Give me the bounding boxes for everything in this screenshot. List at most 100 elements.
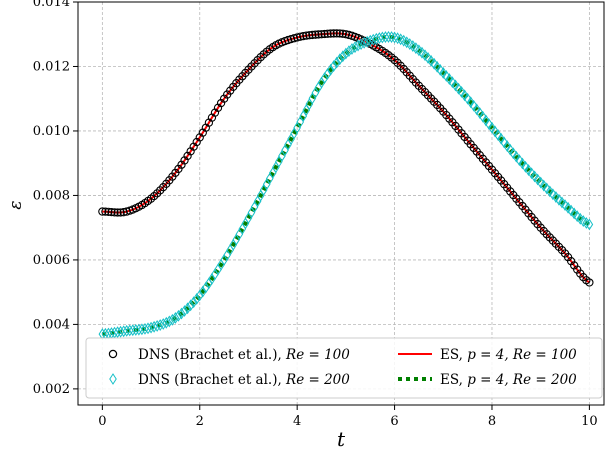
- data-point: [332, 56, 341, 69]
- data-point: [107, 207, 116, 217]
- series-layer: [98, 29, 594, 340]
- data-point: [195, 289, 204, 302]
- data-point: [326, 63, 335, 76]
- data-point: [384, 30, 393, 43]
- data-point: [366, 34, 375, 47]
- data-point: [439, 67, 448, 79]
- y-tick-label: 0.008: [33, 188, 70, 203]
- data-point: [104, 207, 113, 217]
- x-tick-label: 0: [98, 414, 106, 429]
- legend-item: ES, p = 4, Re = 100: [398, 347, 577, 363]
- data-point: [445, 73, 454, 86]
- data-point: [168, 313, 177, 326]
- x-tick-label: 8: [488, 414, 496, 429]
- data-point: [503, 140, 511, 153]
- data-point: [311, 30, 320, 39]
- data-point: [488, 121, 496, 134]
- data-point: [323, 67, 332, 80]
- axis-ticks: 0 2 4 6 8 10 0.002 0.004 0.006 0.008 0.010 0.012 0.0…: [33, 0, 598, 429]
- y-axis-label: ε: [6, 200, 26, 209]
- x-tick-label: 10: [581, 414, 598, 429]
- data-point: [442, 70, 451, 82]
- data-point: [348, 43, 356, 55]
- legend: DNS (Brachet et al.), Re = 100 DNS (Brach…: [85, 337, 603, 399]
- data-point: [357, 38, 365, 51]
- data-point: [119, 325, 128, 338]
- data-point: [466, 96, 475, 109]
- data-point: [536, 176, 545, 189]
- data-point: [457, 86, 466, 98]
- legend-swatch: [109, 373, 117, 385]
- data-point: [332, 29, 341, 38]
- data-point: [174, 309, 183, 322]
- data-point: [153, 320, 161, 332]
- y-tick-label: 0.004: [33, 317, 70, 332]
- x-tick-label: 6: [390, 414, 398, 429]
- data-point: [506, 143, 515, 156]
- data-point: [192, 292, 201, 305]
- legend-item: DNS (Brachet et al.), Re = 100: [108, 347, 350, 363]
- data-point: [199, 285, 207, 298]
- data-point: [354, 39, 362, 52]
- y-tick-label: 0.012: [33, 59, 70, 74]
- data-point: [542, 182, 551, 195]
- data-point: [159, 318, 168, 330]
- data-point: [381, 31, 390, 43]
- legend-label: ES, p = 4, Re = 100: [440, 347, 577, 363]
- data-point: [469, 99, 478, 112]
- series-circle-markers: [98, 29, 594, 287]
- data-point: [372, 32, 381, 45]
- data-point: [132, 323, 140, 336]
- data-point: [515, 154, 524, 167]
- data-point: [314, 30, 323, 39]
- data-point: [101, 207, 110, 216]
- x-axis-label: t: [337, 427, 346, 451]
- data-point: [585, 278, 594, 287]
- data-point: [305, 31, 314, 40]
- data-point: [512, 150, 521, 163]
- data-point: [448, 76, 457, 89]
- data-point: [351, 41, 359, 54]
- data-point: [387, 31, 396, 43]
- data-point: [156, 319, 164, 331]
- data-point: [454, 82, 463, 95]
- plot-frame: [77, 1, 605, 406]
- data-point: [326, 29, 335, 38]
- data-point: [165, 315, 174, 328]
- y-tick-label: 0.014: [33, 0, 70, 10]
- data-point: [530, 170, 539, 183]
- data-point: [162, 316, 171, 329]
- data-point: [524, 164, 533, 176]
- data-point: [180, 305, 189, 317]
- legend-label: ES, p = 4, Re = 200: [440, 372, 577, 388]
- data-point: [460, 89, 469, 102]
- data-point: [317, 30, 326, 39]
- data-point: [189, 296, 198, 309]
- data-point: [533, 173, 542, 186]
- data-point: [497, 132, 505, 145]
- data-point: [472, 103, 481, 116]
- data-point: [527, 167, 536, 180]
- series-line: [102, 34, 591, 337]
- data-point: [302, 31, 311, 40]
- data-point: [329, 60, 338, 73]
- data-point: [521, 160, 530, 173]
- legend-label: DNS (Brachet et al.), Re = 100: [138, 347, 350, 363]
- data-point: [427, 54, 435, 67]
- series-dotted-line: [102, 34, 591, 337]
- data-point: [482, 114, 490, 127]
- data-point: [320, 29, 329, 39]
- data-point: [128, 324, 137, 337]
- data-point: [518, 157, 527, 170]
- data-point: [485, 118, 493, 131]
- data-point: [122, 324, 131, 337]
- data-point: [119, 208, 128, 217]
- data-point: [375, 32, 384, 44]
- data-point: [113, 326, 122, 339]
- data-point: [141, 322, 149, 335]
- data-point: [320, 72, 329, 85]
- data-point: [98, 207, 107, 216]
- data-point: [509, 147, 518, 160]
- data-point: [147, 321, 155, 334]
- x-tick-label: 2: [196, 414, 204, 429]
